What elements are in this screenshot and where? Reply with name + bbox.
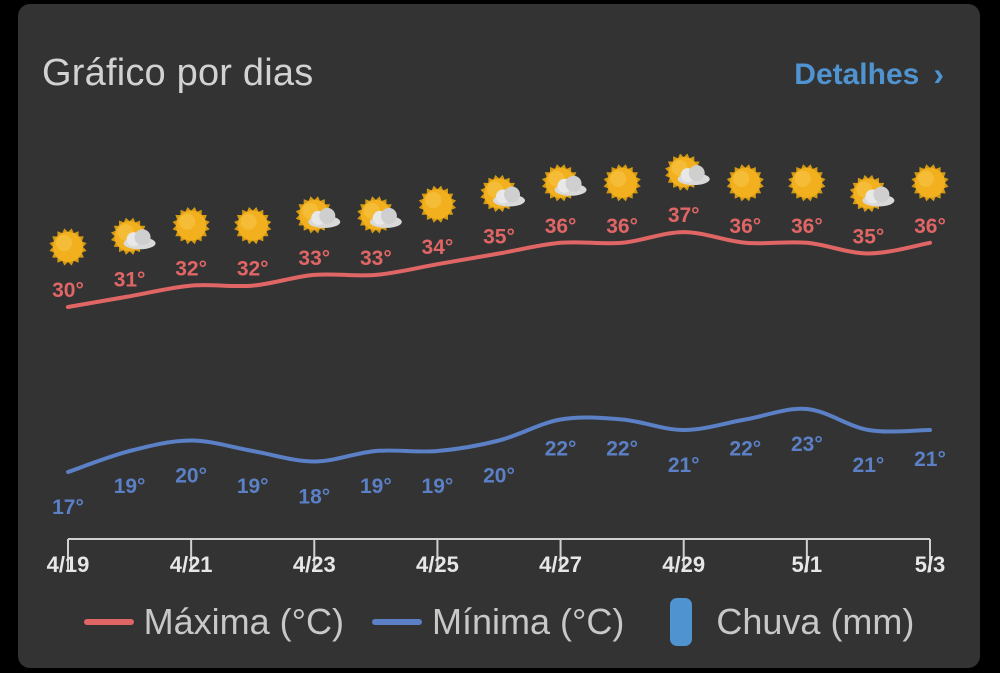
chart-legend: Máxima (°C) Mínima (°C) Chuva (mm) <box>18 592 980 652</box>
sun-icon <box>603 164 641 202</box>
details-link[interactable]: Detalhes › <box>794 56 944 93</box>
min-temp-label: 19° <box>114 475 146 498</box>
details-label: Detalhes <box>794 57 920 91</box>
min-temp-label: 20° <box>175 465 207 488</box>
x-tick-label: 4/25 <box>416 552 459 577</box>
x-tick-label: 4/23 <box>293 552 336 577</box>
max-temp-label: 32° <box>237 258 269 281</box>
cloud-puff <box>688 165 705 182</box>
daily-chart-card: Gráfico por dias Detalhes › 4/19 4/21 4/23… <box>18 4 980 668</box>
max-temp-line <box>66 230 932 309</box>
sun-icon <box>788 164 826 202</box>
sun-highlight <box>179 213 196 230</box>
sun-icon <box>911 164 949 202</box>
min-temp-label: 21° <box>853 454 885 477</box>
min-temp-label: 18° <box>298 486 330 509</box>
x-tick-label: 4/27 <box>539 552 582 577</box>
min-temp-label: 19° <box>422 475 454 498</box>
cloud-shape <box>677 165 710 186</box>
legend-rain-label: Chuva (mm) <box>716 601 915 642</box>
partly-cloudy-icon <box>357 196 402 234</box>
sun-highlight <box>918 170 934 187</box>
x-tick-label: 4/21 <box>170 552 213 577</box>
cloud-shape <box>493 186 525 207</box>
max-temp-label: 36° <box>914 215 946 238</box>
x-tick-label: 5/1 <box>792 552 823 577</box>
card-title: Gráfico por dias <box>42 52 314 94</box>
max-temp-label: 37° <box>668 204 700 227</box>
max-temp-label: 33° <box>360 247 392 270</box>
sun-icon <box>418 185 457 223</box>
min-temp-label: 19° <box>360 475 392 498</box>
min-temp-line <box>66 406 932 474</box>
cloud-shape <box>369 207 402 228</box>
sun-highlight <box>425 192 442 209</box>
min-temp-label: 22° <box>606 438 638 461</box>
max-temp-label: 36° <box>791 215 823 238</box>
legend-max-label: Máxima (°C) <box>143 601 344 642</box>
temperature-chart: 4/19 4/21 4/23 4/25 4/27 4/29 5/1 5/3 30° 31° 32°… <box>47 153 949 577</box>
legend-max-swatch <box>83 619 134 625</box>
max-temp-label: 34° <box>422 236 454 259</box>
x-tick-label: 5/3 <box>915 552 946 577</box>
max-temp-label: 33° <box>298 247 330 270</box>
sun-highlight <box>794 170 811 187</box>
max-temp-label: 35° <box>853 226 885 249</box>
legend-item-min: Mínima (°C) <box>371 601 625 643</box>
min-temp-label: 22° <box>729 438 761 461</box>
max-temp-label: 32° <box>175 258 207 281</box>
x-tick-label: 4/29 <box>662 552 705 577</box>
partly-cloudy-icon <box>110 217 156 255</box>
max-temp-label: 36° <box>545 215 577 238</box>
min-temp-label: 17° <box>52 496 84 519</box>
min-temp-label: 20° <box>483 465 515 488</box>
max-temp-label: 35° <box>483 226 515 249</box>
partly-cloudy-icon <box>480 174 525 213</box>
max-temp-label: 31° <box>114 268 146 291</box>
min-temp-label: 19° <box>237 475 269 498</box>
legend-item-max: Máxima (°C) <box>83 601 344 643</box>
min-temp-label: 23° <box>791 433 823 456</box>
cloud-puff <box>873 186 890 203</box>
legend-min-label: Mínima (°C) <box>431 601 625 642</box>
partly-cloudy-icon <box>541 164 587 202</box>
legend-item-rain: Chuva (mm) <box>670 598 914 646</box>
sun-icon <box>234 207 272 245</box>
sun-highlight <box>733 170 750 187</box>
cloud-shape <box>123 229 156 250</box>
cloud-shape <box>554 175 587 196</box>
legend-rain-swatch <box>670 598 693 646</box>
cloud-puff <box>134 229 151 246</box>
sun-highlight <box>610 170 627 187</box>
x-tick-label: 4/19 <box>47 552 90 577</box>
max-temp-label: 36° <box>606 215 638 238</box>
sun-icon <box>49 228 87 266</box>
min-temp-label: 21° <box>668 454 700 477</box>
partly-cloudy-icon <box>295 196 341 234</box>
cloud-shape <box>862 186 895 207</box>
partly-cloudy-icon <box>665 153 710 191</box>
sun-highlight <box>240 213 257 230</box>
cloud-shape <box>308 207 341 228</box>
min-temp-label: 22° <box>545 438 577 461</box>
sun-icon <box>726 164 764 202</box>
legend-min-swatch <box>371 619 422 625</box>
cloud-puff <box>504 186 520 203</box>
cloud-puff <box>319 207 336 224</box>
cloud-puff <box>565 175 582 192</box>
max-temp-label: 36° <box>729 215 761 238</box>
partly-cloudy-icon <box>849 174 895 213</box>
cloud-puff <box>380 207 397 224</box>
sun-highlight <box>56 235 72 251</box>
min-temp-label: 21° <box>914 448 946 471</box>
sun-icon <box>172 207 210 245</box>
chevron-right-icon: › <box>933 56 944 92</box>
max-temp-label: 30° <box>52 279 84 302</box>
